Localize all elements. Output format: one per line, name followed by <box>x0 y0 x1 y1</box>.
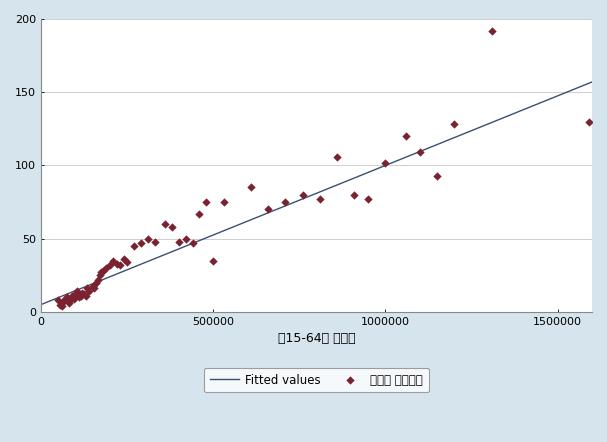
센터별 근로자수 <box>115 262 125 269</box>
센터별 근로자수 <box>364 196 373 203</box>
센터별 근로자수 <box>350 191 359 198</box>
센터별 근로자수 <box>188 240 197 247</box>
센터별 근로자수 <box>150 238 160 245</box>
센터별 근로자수 <box>98 267 108 274</box>
센터별 근로자수 <box>88 282 98 289</box>
센터별 근로자수 <box>280 198 290 206</box>
센터별 근로자수 <box>67 292 77 299</box>
센터별 근로자수 <box>55 301 65 308</box>
센터별 근로자수 <box>53 297 63 304</box>
센터별 근로자수 <box>74 294 84 301</box>
센터별 근로자수 <box>70 291 80 298</box>
센터별 근로자수 <box>57 302 67 309</box>
센터별 근로자수 <box>93 276 103 283</box>
센터별 근로자수 <box>69 295 78 302</box>
센터별 근로자수 <box>122 259 132 266</box>
센터별 근로자수 <box>136 240 146 247</box>
센터별 근로자수 <box>62 294 72 301</box>
센터별 근로자수 <box>263 206 273 213</box>
센터별 근로자수 <box>181 235 191 242</box>
센터별 근로자수 <box>109 257 118 264</box>
센터별 근로자수 <box>89 285 99 292</box>
센터별 근로자수 <box>246 184 256 191</box>
센터별 근로자수 <box>97 269 106 276</box>
센터별 근로자수 <box>119 255 129 263</box>
센터별 근로자수 <box>143 235 152 242</box>
센터별 근로자수 <box>195 210 205 217</box>
센터별 근로자수 <box>167 224 177 231</box>
센터별 근로자수 <box>449 121 459 128</box>
센터별 근로자수 <box>81 292 90 299</box>
센터별 근로자수 <box>174 238 183 245</box>
센터별 근로자수 <box>160 221 170 228</box>
X-axis label: 만15-64세 인구수: 만15-64세 인구수 <box>277 332 355 345</box>
센터별 근로자수 <box>381 159 390 166</box>
센터별 근로자수 <box>332 153 342 160</box>
센터별 근로자수 <box>487 27 497 34</box>
Legend: Fitted values, 센터별 근로자수: Fitted values, 센터별 근로자수 <box>204 368 429 392</box>
센터별 근로자수 <box>60 295 70 302</box>
센터별 근로자수 <box>129 243 139 250</box>
센터별 근로자수 <box>202 198 211 206</box>
센터별 근로자수 <box>105 262 115 269</box>
센터별 근로자수 <box>58 298 68 305</box>
센터별 근로자수 <box>584 118 594 125</box>
센터별 근로자수 <box>83 285 92 292</box>
센터별 근로자수 <box>78 290 87 297</box>
센터별 근로자수 <box>66 297 75 304</box>
센터별 근로자수 <box>401 133 411 140</box>
센터별 근로자수 <box>79 291 89 298</box>
센터별 근로자수 <box>101 264 111 271</box>
센터별 근로자수 <box>91 279 101 286</box>
센터별 근로자수 <box>208 257 218 264</box>
센터별 근로자수 <box>76 292 86 299</box>
센터별 근로자수 <box>64 300 73 307</box>
센터별 근로자수 <box>415 149 425 156</box>
센터별 근로자수 <box>95 272 104 279</box>
센터별 근로자수 <box>84 288 94 295</box>
센터별 근로자수 <box>219 198 228 206</box>
센터별 근로자수 <box>112 260 121 267</box>
센터별 근로자수 <box>72 288 82 295</box>
센터별 근로자수 <box>298 191 308 198</box>
센터별 근로자수 <box>315 196 325 203</box>
센터별 근로자수 <box>432 172 442 179</box>
